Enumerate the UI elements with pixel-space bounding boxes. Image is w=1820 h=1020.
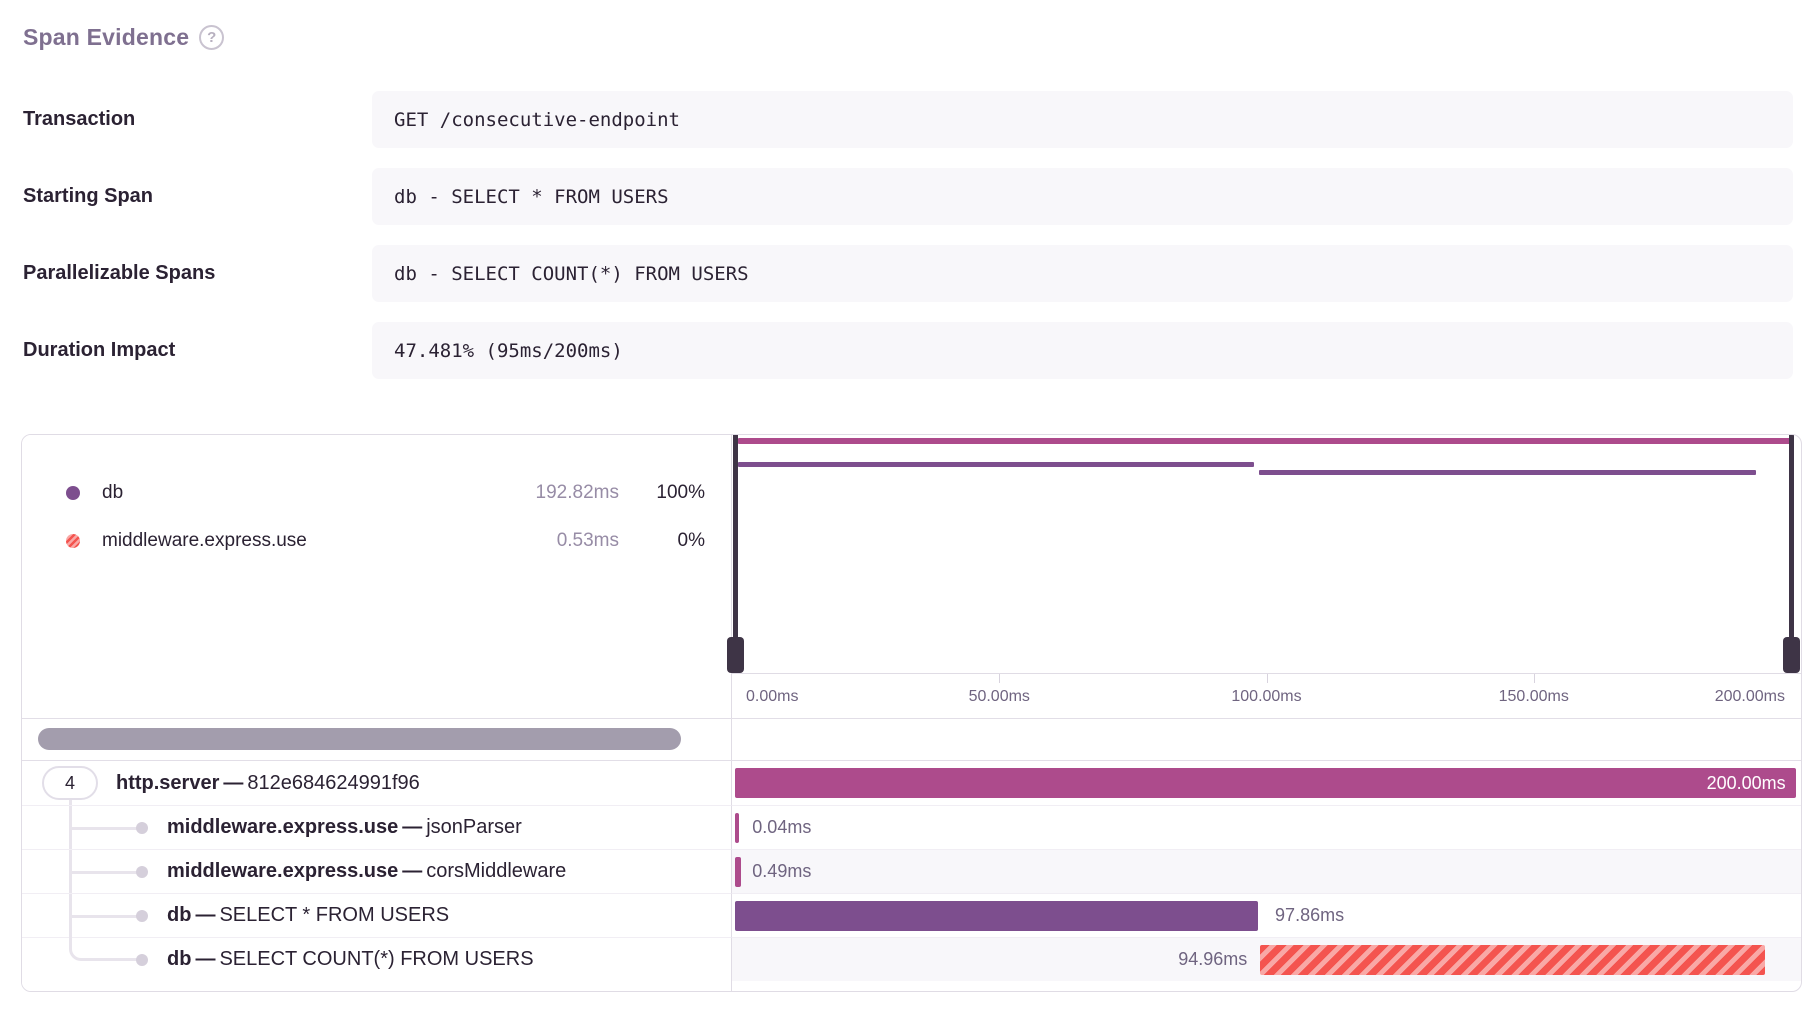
- tree-connector: [69, 914, 139, 918]
- span-op: http.server: [116, 771, 220, 794]
- axis-label-50ms: 50.00ms: [968, 688, 1030, 705]
- span-row-http-server: 4 http.server —812e684624991f96 200.00ms: [22, 761, 1801, 805]
- scroll-row-right-spacer: [732, 719, 1801, 760]
- span-row-db-select-all: db — SELECT * FROM USERS 97.86ms: [22, 893, 1801, 937]
- minimap-right-handle[interactable]: [1783, 435, 1800, 673]
- panel-bottom-spacer: [22, 981, 732, 991]
- span-bar-db-select-count-offender: [1260, 945, 1765, 975]
- tree-node-dot-icon: [136, 821, 148, 834]
- timeline-minimap[interactable]: [727, 435, 1801, 673]
- tree-connector: [69, 800, 72, 805]
- starting-span-value: db - SELECT * FROM USERS: [372, 168, 1793, 225]
- axis-tick: [1266, 674, 1268, 683]
- legend-item-middleware[interactable]: middleware.express.use 0.53ms 0%: [22, 517, 731, 565]
- axis-tick: [1533, 674, 1535, 683]
- time-axis: 0.00ms 50.00ms 100.00ms 150.00ms 200.00m…: [732, 673, 1801, 718]
- legend-percent: 0%: [677, 530, 705, 551]
- db-series-dot-icon: [66, 486, 80, 500]
- span-row-json-parser: middleware.express.use — jsonParser 0.04ms: [22, 805, 1801, 849]
- help-icon[interactable]: ?: [199, 25, 225, 50]
- span-description: jsonParser: [426, 816, 522, 838]
- span-description: 812e684624991f96: [247, 771, 420, 794]
- minimap-bar-db-select-all: [738, 462, 1254, 467]
- tree-connector: [69, 937, 139, 961]
- legend-name: db: [102, 482, 124, 503]
- span-bar-db-select-all: [735, 901, 1258, 931]
- span-bar-http-server: 200.00ms: [735, 768, 1796, 798]
- detail-row-starting-span: Starting Span db - SELECT * FROM USERS: [23, 168, 1793, 225]
- legend-name: middleware.express.use: [102, 530, 307, 551]
- legend-item-db[interactable]: db 192.82ms 100%: [22, 469, 731, 517]
- span-op: db: [167, 948, 192, 970]
- tree-connector: [69, 870, 139, 874]
- span-duration-label: 0.04ms: [752, 817, 812, 837]
- legend-duration: 192.82ms: [535, 482, 619, 503]
- span-duration-label: 0.49ms: [752, 861, 812, 881]
- detail-row-transaction: Transaction GET /consecutive-endpoint: [23, 91, 1793, 148]
- parallelizable-spans-value: db - SELECT COUNT(*) FROM USERS: [372, 245, 1793, 302]
- axis-label-150ms: 150.00ms: [1498, 688, 1569, 705]
- axis-label-200ms: 200.00ms: [1714, 688, 1785, 705]
- span-op: middleware.express.use: [167, 860, 399, 882]
- span-separator: —: [402, 816, 423, 838]
- span-bar-cors-middleware: [735, 857, 741, 887]
- detail-label: Starting Span: [23, 185, 154, 207]
- evidence-details: Transaction GET /consecutive-endpoint St…: [0, 91, 1820, 379]
- span-waterfall-panel: db 192.82ms 100% middleware.express.use …: [21, 434, 1802, 992]
- transaction-value: GET /consecutive-endpoint: [372, 91, 1793, 148]
- span-op: db: [167, 904, 192, 926]
- page-title: Span Evidence: [23, 24, 190, 50]
- span-op: middleware.express.use: [167, 816, 399, 838]
- span-bar-json-parser: [735, 813, 739, 843]
- span-count-badge[interactable]: 4: [42, 766, 98, 800]
- minimap-bar-http-server: [738, 438, 1793, 444]
- detail-label: Parallelizable Spans: [23, 262, 216, 284]
- span-separator: —: [195, 948, 216, 970]
- panel-bottom-spacer-right: [732, 981, 1801, 991]
- span-description: SELECT * FROM USERS: [219, 904, 450, 926]
- span-row-cors-middleware: middleware.express.use — corsMiddleware 0.…: [22, 849, 1801, 893]
- axis-label-100ms: 100.00ms: [1231, 688, 1302, 705]
- span-duration-label: 94.96ms: [1178, 949, 1248, 969]
- detail-row-parallelizable-spans: Parallelizable Spans db - SELECT COUNT(*…: [23, 245, 1793, 302]
- minimap-bar-db-select-count: [1259, 470, 1757, 475]
- axis-label-0ms: 0.00ms: [746, 688, 799, 705]
- detail-label: Transaction: [23, 108, 136, 130]
- duration-impact-value: 47.481% (95ms/200ms): [372, 322, 1793, 379]
- span-separator: —: [195, 904, 216, 926]
- tree-scrollbar-track: [22, 719, 732, 760]
- axis-tick: [999, 674, 1001, 683]
- tree-node-dot-icon: [136, 865, 148, 878]
- legend-duration: 0.53ms: [556, 530, 619, 551]
- span-description: corsMiddleware: [426, 860, 567, 882]
- tree-node-dot-icon: [136, 909, 148, 922]
- minimap-bars: [738, 435, 1793, 673]
- span-row-db-select-count: db — SELECT COUNT(*) FROM USERS 94.96ms: [22, 937, 1801, 981]
- legend: db 192.82ms 100% middleware.express.use …: [22, 435, 732, 673]
- tree-node-dot-icon: [136, 953, 148, 966]
- span-separator: —: [402, 860, 423, 882]
- middleware-series-dot-icon: [66, 534, 80, 548]
- tree-connector: [69, 826, 139, 830]
- span-separator: —: [223, 771, 244, 794]
- minimap-left-handle-knob[interactable]: [727, 637, 744, 673]
- detail-label: Duration Impact: [23, 339, 176, 361]
- detail-row-duration-impact: Duration Impact 47.481% (95ms/200ms): [23, 322, 1793, 379]
- span-duration-label: 97.86ms: [1275, 905, 1345, 925]
- minimap-right-handle-knob[interactable]: [1783, 637, 1800, 673]
- axis-left-spacer: [22, 673, 732, 718]
- legend-percent: 100%: [656, 482, 705, 503]
- minimap-left-handle[interactable]: [727, 435, 744, 673]
- span-duration-label: 200.00ms: [1706, 772, 1786, 793]
- page-header: Span Evidence ?: [0, 0, 1820, 51]
- span-description: SELECT COUNT(*) FROM USERS: [219, 948, 534, 970]
- tree-scrollbar-thumb[interactable]: [38, 728, 681, 750]
